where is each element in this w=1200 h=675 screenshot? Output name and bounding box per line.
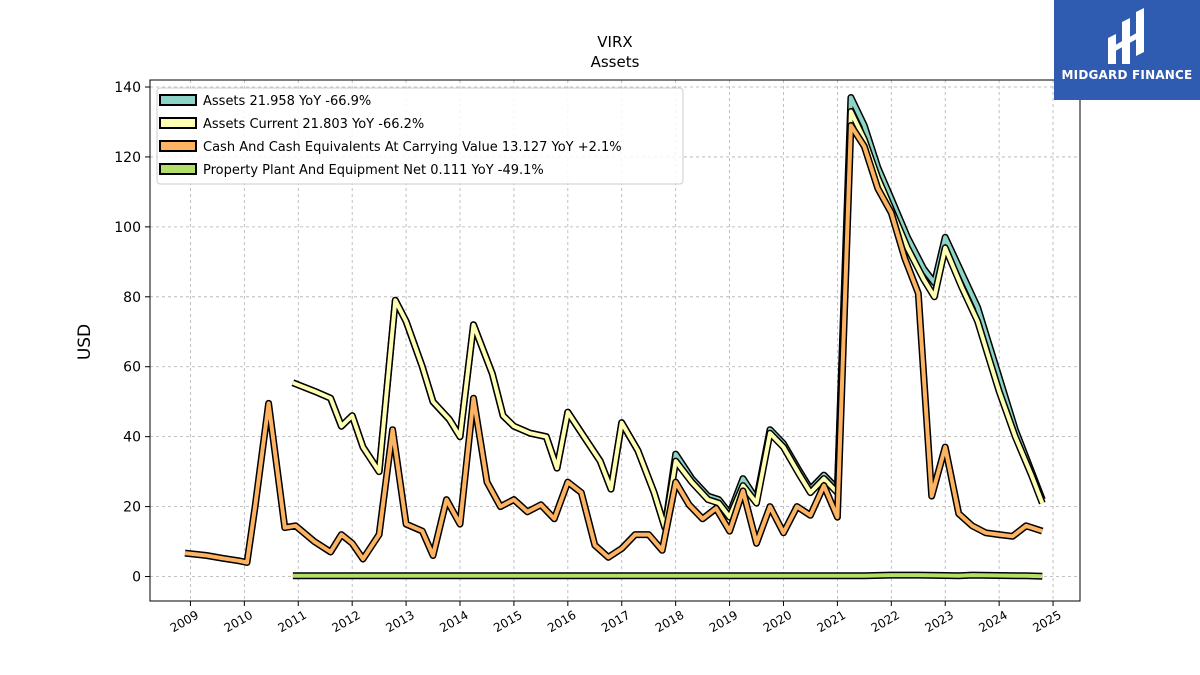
x-tick-label: 2010 <box>222 608 255 635</box>
plot-frame <box>149 79 1081 602</box>
x-tick-label: 2009 <box>168 608 201 635</box>
x-tick-label: 2022 <box>869 608 902 635</box>
legend: Assets 21.958 YoY -66.9% Assets Current 2… <box>156 87 684 185</box>
x-tick-label: 2016 <box>545 608 578 635</box>
x-tick-label: 2018 <box>653 608 686 635</box>
x-tick-label: 2025 <box>1030 608 1063 635</box>
legend-entry: Assets Current 21.803 YoY -66.2% <box>203 117 424 132</box>
x-tick-label: 2017 <box>599 608 632 635</box>
y-tick-label: 0 <box>132 570 141 586</box>
series-line-cash-and-cash-equivalents-at-carrying-value <box>184 123 1043 565</box>
y-tick-label: 60 <box>123 360 141 376</box>
brand-name: MIDGARD FINANCE <box>1061 68 1193 82</box>
legend-swatch <box>159 117 197 129</box>
y-tick-label: 120 <box>114 150 141 166</box>
y-tick-label: 40 <box>123 430 141 446</box>
x-tick-label: 2014 <box>437 608 470 635</box>
x-tick-label: 2019 <box>707 608 740 635</box>
y-axis-label: USD <box>75 324 95 360</box>
legend-swatch <box>159 163 197 175</box>
series-lines <box>184 94 1046 580</box>
legend-entry: Assets 21.958 YoY -66.9% <box>203 94 371 109</box>
midgard-logo-icon <box>1108 8 1144 64</box>
x-tick-label: 2020 <box>761 608 794 635</box>
series-outline-cash-and-cash-equivalents-at-carrying-value <box>184 122 1044 566</box>
chart-title: VIRX <box>597 33 632 51</box>
x-tick-label: 2012 <box>329 608 362 635</box>
x-tick-label: 2011 <box>276 608 309 635</box>
x-tick-label: 2013 <box>383 608 416 635</box>
legend-entry: Property Plant And Equipment Net 0.111 Y… <box>203 163 544 178</box>
y-tick-label: 20 <box>123 500 141 516</box>
x-tick-label: 2021 <box>815 608 848 635</box>
series-line-property-plant-and-equipment-net <box>292 573 1043 579</box>
brand-logo: MIDGARD FINANCE <box>1054 0 1200 100</box>
y-tick-label: 80 <box>123 290 141 306</box>
chart-subtitle: Assets <box>591 53 640 71</box>
y-tick-label: 140 <box>114 80 141 96</box>
x-tick-label: 2024 <box>976 608 1009 635</box>
legend-swatch <box>159 94 197 106</box>
x-tick-label: 2015 <box>491 608 524 635</box>
legend-entry: Cash And Cash Equivalents At Carrying Va… <box>203 140 622 155</box>
legend-swatch <box>159 140 197 152</box>
x-tick-label: 2023 <box>922 608 955 635</box>
y-tick-label: 100 <box>114 220 141 236</box>
legend-box <box>156 87 684 185</box>
